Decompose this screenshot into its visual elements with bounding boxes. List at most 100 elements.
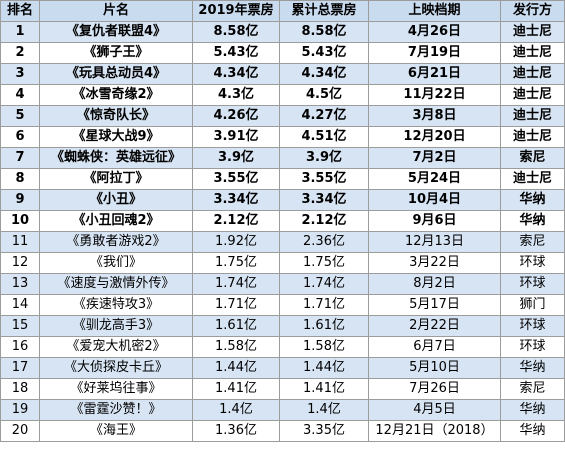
table-header: 排名 片名 2019年票房 累计总票房 上映档期 发行方 — [0, 0, 565, 22]
cell-total-box: 3.35亿 — [279, 420, 369, 442]
cell-title: 《勇敢者游戏2》 — [39, 231, 193, 253]
cell-box-2019: 1.4亿 — [192, 399, 280, 421]
cell-total-box: 1.41亿 — [279, 378, 369, 400]
cell-box-2019: 1.58亿 — [192, 336, 280, 358]
cell-box-2019: 4.34亿 — [192, 63, 280, 85]
cell-title: 《小丑回魂2》 — [39, 210, 193, 232]
cell-rank: 9 — [0, 189, 40, 211]
cell-release-date: 8月2日 — [368, 273, 501, 295]
table-row: 18 《好莱坞往事》 1.41亿 1.41亿 7月26日 索尼 — [0, 378, 565, 400]
cell-distributor: 华纳 — [500, 189, 565, 211]
cell-rank: 12 — [0, 252, 40, 274]
cell-rank: 14 — [0, 294, 40, 316]
cell-release-date: 12月20日 — [368, 126, 501, 148]
cell-rank: 2 — [0, 42, 40, 64]
cell-distributor: 环球 — [500, 336, 565, 358]
cell-release-date: 2月22日 — [368, 315, 501, 337]
cell-total-box: 2.12亿 — [279, 210, 369, 232]
cell-box-2019: 8.58亿 — [192, 21, 280, 43]
table-row: 5 《惊奇队长》 4.26亿 4.27亿 3月8日 迪士尼 — [0, 105, 565, 127]
cell-total-box: 1.58亿 — [279, 336, 369, 358]
table-row: 15 《驯龙高手3》 1.61亿 1.61亿 2月22日 环球 — [0, 315, 565, 337]
header-row: 排名 片名 2019年票房 累计总票房 上映档期 发行方 — [0, 0, 565, 22]
cell-total-box: 1.44亿 — [279, 357, 369, 379]
cell-release-date: 6月21日 — [368, 63, 501, 85]
cell-box-2019: 5.43亿 — [192, 42, 280, 64]
header-release-date: 上映档期 — [368, 0, 501, 22]
cell-title: 《玩具总动员4》 — [39, 63, 193, 85]
cell-title: 《阿拉丁》 — [39, 168, 193, 190]
cell-release-date: 7月19日 — [368, 42, 501, 64]
cell-title: 《驯龙高手3》 — [39, 315, 193, 337]
cell-release-date: 12月21日（2018） — [368, 420, 501, 442]
cell-total-box: 2.36亿 — [279, 231, 369, 253]
cell-rank: 15 — [0, 315, 40, 337]
cell-box-2019: 1.71亿 — [192, 294, 280, 316]
table-row: 6 《星球大战9》 3.91亿 4.51亿 12月20日 迪士尼 — [0, 126, 565, 148]
cell-total-box: 4.27亿 — [279, 105, 369, 127]
cell-release-date: 4月5日 — [368, 399, 501, 421]
cell-rank: 19 — [0, 399, 40, 421]
cell-title: 《我们》 — [39, 252, 193, 274]
table-row: 17 《大侦探皮卡丘》 1.44亿 1.44亿 5月10日 华纳 — [0, 357, 565, 379]
cell-release-date: 9月6日 — [368, 210, 501, 232]
cell-release-date: 4月26日 — [368, 21, 501, 43]
cell-release-date: 12月13日 — [368, 231, 501, 253]
cell-distributor: 环球 — [500, 273, 565, 295]
cell-distributor: 索尼 — [500, 147, 565, 169]
cell-distributor: 环球 — [500, 252, 565, 274]
cell-title: 《雷霆沙赞！》 — [39, 399, 193, 421]
cell-title: 《大侦探皮卡丘》 — [39, 357, 193, 379]
header-rank: 排名 — [0, 0, 40, 22]
cell-rank: 20 — [0, 420, 40, 442]
cell-box-2019: 1.92亿 — [192, 231, 280, 253]
cell-rank: 18 — [0, 378, 40, 400]
cell-box-2019: 1.61亿 — [192, 315, 280, 337]
cell-rank: 16 — [0, 336, 40, 358]
cell-rank: 13 — [0, 273, 40, 295]
cell-box-2019: 1.36亿 — [192, 420, 280, 442]
cell-total-box: 1.4亿 — [279, 399, 369, 421]
cell-distributor: 迪士尼 — [500, 126, 565, 148]
table-row: 10 《小丑回魂2》 2.12亿 2.12亿 9月6日 华纳 — [0, 210, 565, 232]
table-row: 7 《蜘蛛侠：英雄远征》 3.9亿 3.9亿 7月2日 索尼 — [0, 147, 565, 169]
cell-title: 《冰雪奇缘2》 — [39, 84, 193, 106]
table-row: 4 《冰雪奇缘2》 4.3亿 4.5亿 11月22日 迪士尼 — [0, 84, 565, 106]
cell-total-box: 1.74亿 — [279, 273, 369, 295]
cell-total-box: 1.71亿 — [279, 294, 369, 316]
cell-box-2019: 2.12亿 — [192, 210, 280, 232]
header-title: 片名 — [39, 0, 193, 22]
cell-title: 《爱宠大机密2》 — [39, 336, 193, 358]
box-office-table: 排名 片名 2019年票房 累计总票房 上映档期 发行方 1 《复仇者联盟4》 8.… — [0, 0, 565, 442]
cell-rank: 17 — [0, 357, 40, 379]
cell-rank: 5 — [0, 105, 40, 127]
cell-total-box: 3.55亿 — [279, 168, 369, 190]
cell-box-2019: 3.91亿 — [192, 126, 280, 148]
cell-box-2019: 1.75亿 — [192, 252, 280, 274]
cell-total-box: 4.5亿 — [279, 84, 369, 106]
cell-title: 《疾速特攻3》 — [39, 294, 193, 316]
cell-distributor: 华纳 — [500, 357, 565, 379]
cell-title: 《速度与激情外传》 — [39, 273, 193, 295]
table-row: 8 《阿拉丁》 3.55亿 3.55亿 5月24日 迪士尼 — [0, 168, 565, 190]
cell-distributor: 环球 — [500, 315, 565, 337]
cell-distributor: 华纳 — [500, 399, 565, 421]
cell-box-2019: 1.74亿 — [192, 273, 280, 295]
cell-rank: 10 — [0, 210, 40, 232]
cell-rank: 8 — [0, 168, 40, 190]
table-row: 1 《复仇者联盟4》 8.58亿 8.58亿 4月26日 迪士尼 — [0, 21, 565, 43]
cell-box-2019: 3.34亿 — [192, 189, 280, 211]
cell-distributor: 狮门 — [500, 294, 565, 316]
cell-box-2019: 3.9亿 — [192, 147, 280, 169]
table-row: 19 《雷霆沙赞！》 1.4亿 1.4亿 4月5日 华纳 — [0, 399, 565, 421]
cell-title: 《星球大战9》 — [39, 126, 193, 148]
cell-distributor: 迪士尼 — [500, 21, 565, 43]
cell-distributor: 华纳 — [500, 420, 565, 442]
cell-title: 《复仇者联盟4》 — [39, 21, 193, 43]
cell-distributor: 索尼 — [500, 231, 565, 253]
cell-release-date: 6月7日 — [368, 336, 501, 358]
table-row: 12 《我们》 1.75亿 1.75亿 3月22日 环球 — [0, 252, 565, 274]
cell-release-date: 3月22日 — [368, 252, 501, 274]
table-row: 13 《速度与激情外传》 1.74亿 1.74亿 8月2日 环球 — [0, 273, 565, 295]
table-body: 1 《复仇者联盟4》 8.58亿 8.58亿 4月26日 迪士尼 2 《狮子王》 5.43亿 5.… — [0, 21, 565, 442]
